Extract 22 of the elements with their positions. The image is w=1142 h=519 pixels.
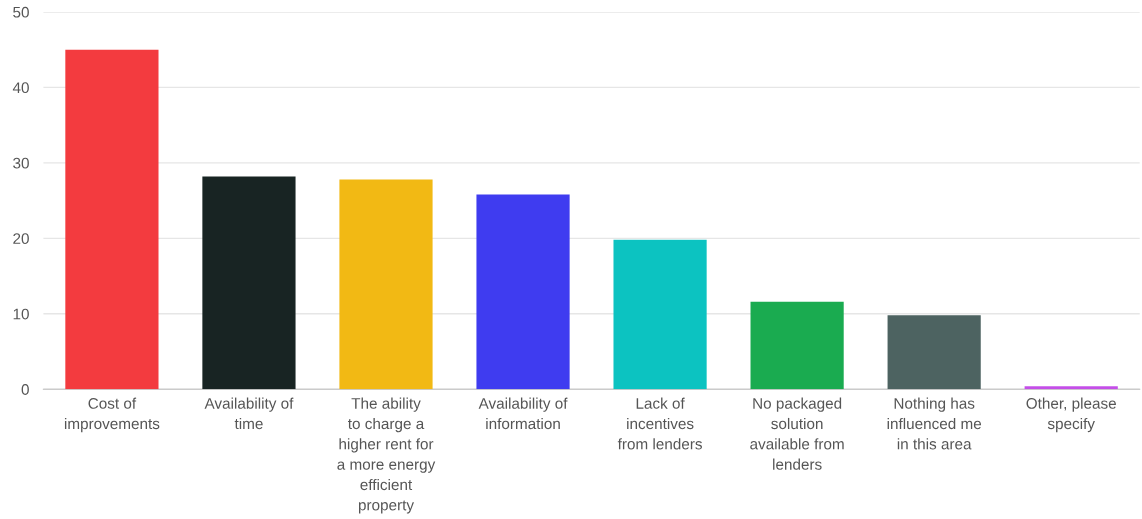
y-tick-label: 40 — [12, 82, 29, 94]
x-tick-label: The ability to charge a higher rent for a more energy efficient property — [337, 397, 436, 514]
bar — [613, 239, 707, 390]
y-tick-label: 0 — [21, 384, 29, 395]
bar — [65, 49, 159, 390]
x-tick-label: Lack of incentives from lenders — [617, 397, 702, 450]
x-tick-label: Other, please specify — [1026, 397, 1116, 433]
x-tick-label: No packaged solution available from lenders — [750, 397, 844, 470]
bar — [750, 301, 844, 390]
y-tick-label: 20 — [13, 233, 29, 245]
y-tick-label: 30 — [13, 157, 29, 169]
y-tick-label: 10 — [13, 308, 29, 320]
bar — [1024, 386, 1118, 390]
x-tick-label: Nothing has influenced me in this area — [887, 397, 982, 450]
x-tick-label: Availability of time — [204, 397, 294, 430]
bar — [476, 194, 570, 390]
x-tick-label: Availability of information — [478, 397, 568, 430]
bar — [202, 176, 296, 390]
y-tick-label: 50 — [13, 6, 29, 18]
bar — [887, 315, 981, 390]
bar — [339, 179, 433, 390]
x-tick-label: Cost of improvements — [64, 397, 160, 433]
